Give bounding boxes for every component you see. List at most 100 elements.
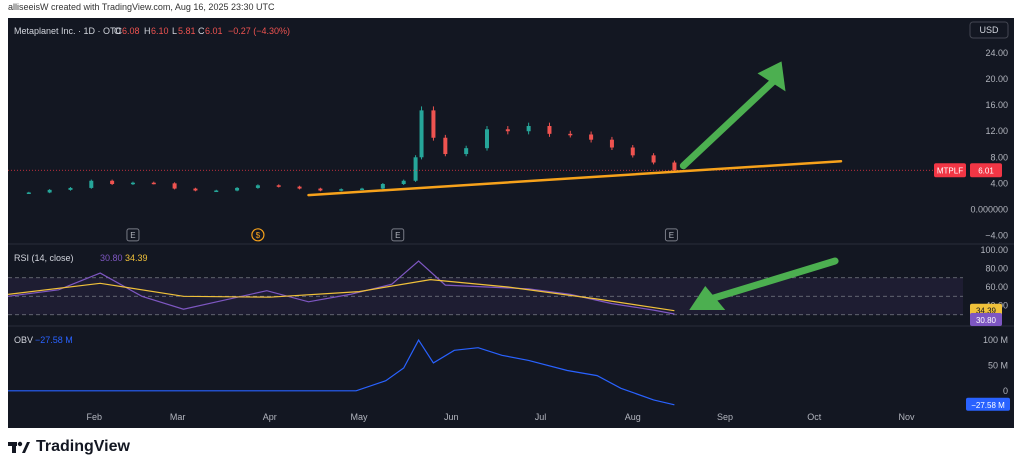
candle-body	[151, 182, 156, 185]
candle-body	[413, 157, 418, 181]
candle-body	[68, 187, 73, 190]
rsi-ma-value-label: 34.39	[976, 307, 997, 316]
obv-value-box	[966, 397, 1010, 411]
candle-body	[419, 110, 424, 158]
time-axis-label: Jun	[444, 412, 459, 422]
candle-body	[318, 188, 323, 191]
price-tick-label: 24.00	[985, 48, 1008, 58]
rsi-legend-value: 30.80	[100, 253, 123, 263]
trendline	[307, 159, 843, 197]
price-tick-label: 12.00	[985, 126, 1008, 136]
earnings-marker	[664, 228, 678, 242]
time-axis-label: Nov	[898, 412, 915, 422]
low-label: L	[172, 26, 177, 36]
candle-body	[214, 190, 219, 193]
obv-tick-label: 100 M	[983, 335, 1008, 345]
price-label-box	[934, 163, 966, 178]
candle-body	[609, 139, 614, 148]
footer-logo: TradingView	[8, 438, 130, 456]
time-axis-label: Sep	[717, 412, 733, 422]
ohlc-legend: O 6.08 H 6.10 L 5.81 C 6.01 −0.27 (−4.30…	[114, 26, 290, 36]
currency-label: USD	[979, 25, 999, 35]
close-value: 6.01	[205, 26, 223, 36]
time-axis-label: Jul	[535, 412, 547, 422]
rsi-tick-label: 100.00	[980, 245, 1008, 255]
candle-body	[339, 189, 344, 191]
obv-legend-value: −27.58 M	[35, 335, 73, 345]
candle-body	[235, 187, 240, 191]
candle-body	[360, 188, 365, 191]
price-tick-label: 4.00	[990, 178, 1008, 188]
candle-body	[110, 180, 115, 185]
rsi-arrow-shaft	[703, 257, 839, 304]
candle-body	[443, 137, 448, 155]
candle-body	[589, 134, 594, 140]
trend-arrow-head	[757, 61, 786, 92]
chart-area[interactable]: 24.00 20.00 16.00 12.00 8.00 4.00 0.000000 −4.0…	[7, 18, 1014, 428]
time-axis-label: Apr	[263, 412, 277, 422]
rsi-tick-label: 60.00	[985, 282, 1008, 292]
high-label: H	[144, 26, 151, 36]
price-value-label: 6.01	[978, 166, 994, 175]
time-axis-label: Oct	[807, 412, 822, 422]
attribution: alliseeisW created with TradingView.com,…	[8, 2, 275, 12]
earnings-marker	[126, 228, 140, 242]
candle-body	[630, 147, 635, 156]
dividend-marker	[251, 228, 265, 242]
rsi-ma-line	[7, 278, 675, 312]
candle-body	[431, 110, 436, 138]
price-pane: 24.00 20.00 16.00 12.00 8.00 4.00 0.000000 −4.0…	[8, 48, 1008, 242]
price-tick-label: 0.000000	[970, 204, 1008, 214]
footer-brand: TradingView	[36, 438, 130, 455]
price-tick-label: −4.00	[985, 230, 1008, 240]
candle-body	[380, 184, 385, 189]
earnings-marker-label: E	[395, 231, 400, 240]
candle-body	[526, 126, 531, 132]
candle-body	[255, 185, 260, 188]
dividend-marker-label: $	[256, 231, 261, 240]
candle-body	[172, 183, 177, 189]
low-value: 5.81	[178, 26, 196, 36]
candle-body	[568, 133, 573, 136]
time-axis[interactable]: Feb Mar Apr May Jun Jul Aug Sep Oct Nov	[87, 412, 915, 422]
price-tick-label: 8.00	[990, 152, 1008, 162]
candle-body	[130, 182, 135, 185]
obv-pane: 100 M 50 M 0 −27.58 M	[8, 335, 1010, 411]
chart-svg[interactable]: 24.00 20.00 16.00 12.00 8.00 4.00 0.000000 −4.0…	[7, 18, 1014, 428]
time-axis-label: Feb	[87, 412, 103, 422]
obv-value-label: −27.58 M	[971, 401, 1005, 410]
candle-body	[276, 185, 281, 187]
rsi-value-label: 30.80	[976, 316, 997, 325]
rsi-legend-name: RSI (14, close)	[14, 253, 74, 263]
candle-body	[47, 189, 52, 193]
price-legend-symbol: Metaplanet Inc. · 1D · OTC	[14, 26, 123, 36]
candle-body	[26, 192, 31, 194]
obv-tick-label: 0	[1003, 386, 1008, 396]
rsi-ma-legend-value: 34.39	[125, 253, 148, 263]
earnings-marker-label: E	[669, 231, 674, 240]
candle-body	[193, 188, 198, 191]
open-value: 6.08	[122, 26, 140, 36]
trend-arrow-shaft	[679, 75, 780, 170]
rsi-tick-label: 80.00	[985, 264, 1008, 274]
price-value-box	[970, 163, 1002, 178]
change-value: −0.27 (−4.30%)	[228, 26, 290, 36]
high-value: 6.10	[151, 26, 169, 36]
price-ticker-label: MTPLF	[937, 166, 963, 175]
candle-body	[547, 126, 552, 134]
candle-body	[464, 148, 469, 155]
rsi-value-box	[970, 313, 1002, 327]
rsi-arrow-head	[689, 286, 726, 310]
close-label: C	[198, 26, 205, 36]
candle-body	[484, 129, 489, 149]
price-tick-label: 16.00	[985, 100, 1008, 110]
obv-legend-name: OBV	[14, 335, 33, 345]
time-axis-label: May	[351, 412, 369, 422]
currency-button[interactable]	[969, 21, 1009, 39]
price-tick-label: 20.00	[985, 74, 1008, 84]
earnings-marker	[391, 228, 405, 242]
candle-body	[505, 129, 510, 132]
tradingview-logo-icon	[8, 441, 30, 453]
time-axis-label: Mar	[170, 412, 186, 422]
